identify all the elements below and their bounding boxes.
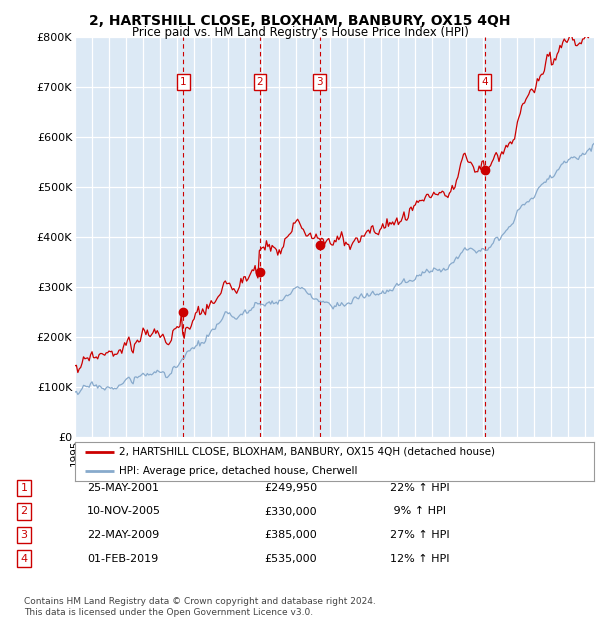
Text: 12% ↑ HPI: 12% ↑ HPI bbox=[390, 554, 449, 564]
Text: 9% ↑ HPI: 9% ↑ HPI bbox=[390, 507, 446, 516]
Text: Price paid vs. HM Land Registry's House Price Index (HPI): Price paid vs. HM Land Registry's House … bbox=[131, 26, 469, 39]
Text: £535,000: £535,000 bbox=[264, 554, 317, 564]
Text: £249,950: £249,950 bbox=[264, 483, 317, 493]
Text: 3: 3 bbox=[20, 530, 28, 540]
Text: 2, HARTSHILL CLOSE, BLOXHAM, BANBURY, OX15 4QH (detached house): 2, HARTSHILL CLOSE, BLOXHAM, BANBURY, OX… bbox=[119, 446, 495, 457]
Text: 1: 1 bbox=[20, 483, 28, 493]
Text: 10-NOV-2005: 10-NOV-2005 bbox=[87, 507, 161, 516]
Text: £385,000: £385,000 bbox=[264, 530, 317, 540]
Text: 25-MAY-2001: 25-MAY-2001 bbox=[87, 483, 159, 493]
Text: 27% ↑ HPI: 27% ↑ HPI bbox=[390, 530, 449, 540]
Text: 3: 3 bbox=[316, 77, 323, 87]
Text: 4: 4 bbox=[481, 77, 488, 87]
Text: HPI: Average price, detached house, Cherwell: HPI: Average price, detached house, Cher… bbox=[119, 466, 358, 476]
Text: £330,000: £330,000 bbox=[264, 507, 317, 516]
Text: 1: 1 bbox=[180, 77, 187, 87]
Text: Contains HM Land Registry data © Crown copyright and database right 2024.
This d: Contains HM Land Registry data © Crown c… bbox=[24, 598, 376, 617]
Text: 01-FEB-2019: 01-FEB-2019 bbox=[87, 554, 158, 564]
Text: 22-MAY-2009: 22-MAY-2009 bbox=[87, 530, 159, 540]
Text: 2: 2 bbox=[20, 507, 28, 516]
Text: 4: 4 bbox=[20, 554, 28, 564]
Text: 2: 2 bbox=[257, 77, 263, 87]
Text: 2, HARTSHILL CLOSE, BLOXHAM, BANBURY, OX15 4QH: 2, HARTSHILL CLOSE, BLOXHAM, BANBURY, OX… bbox=[89, 14, 511, 28]
Text: 22% ↑ HPI: 22% ↑ HPI bbox=[390, 483, 449, 493]
